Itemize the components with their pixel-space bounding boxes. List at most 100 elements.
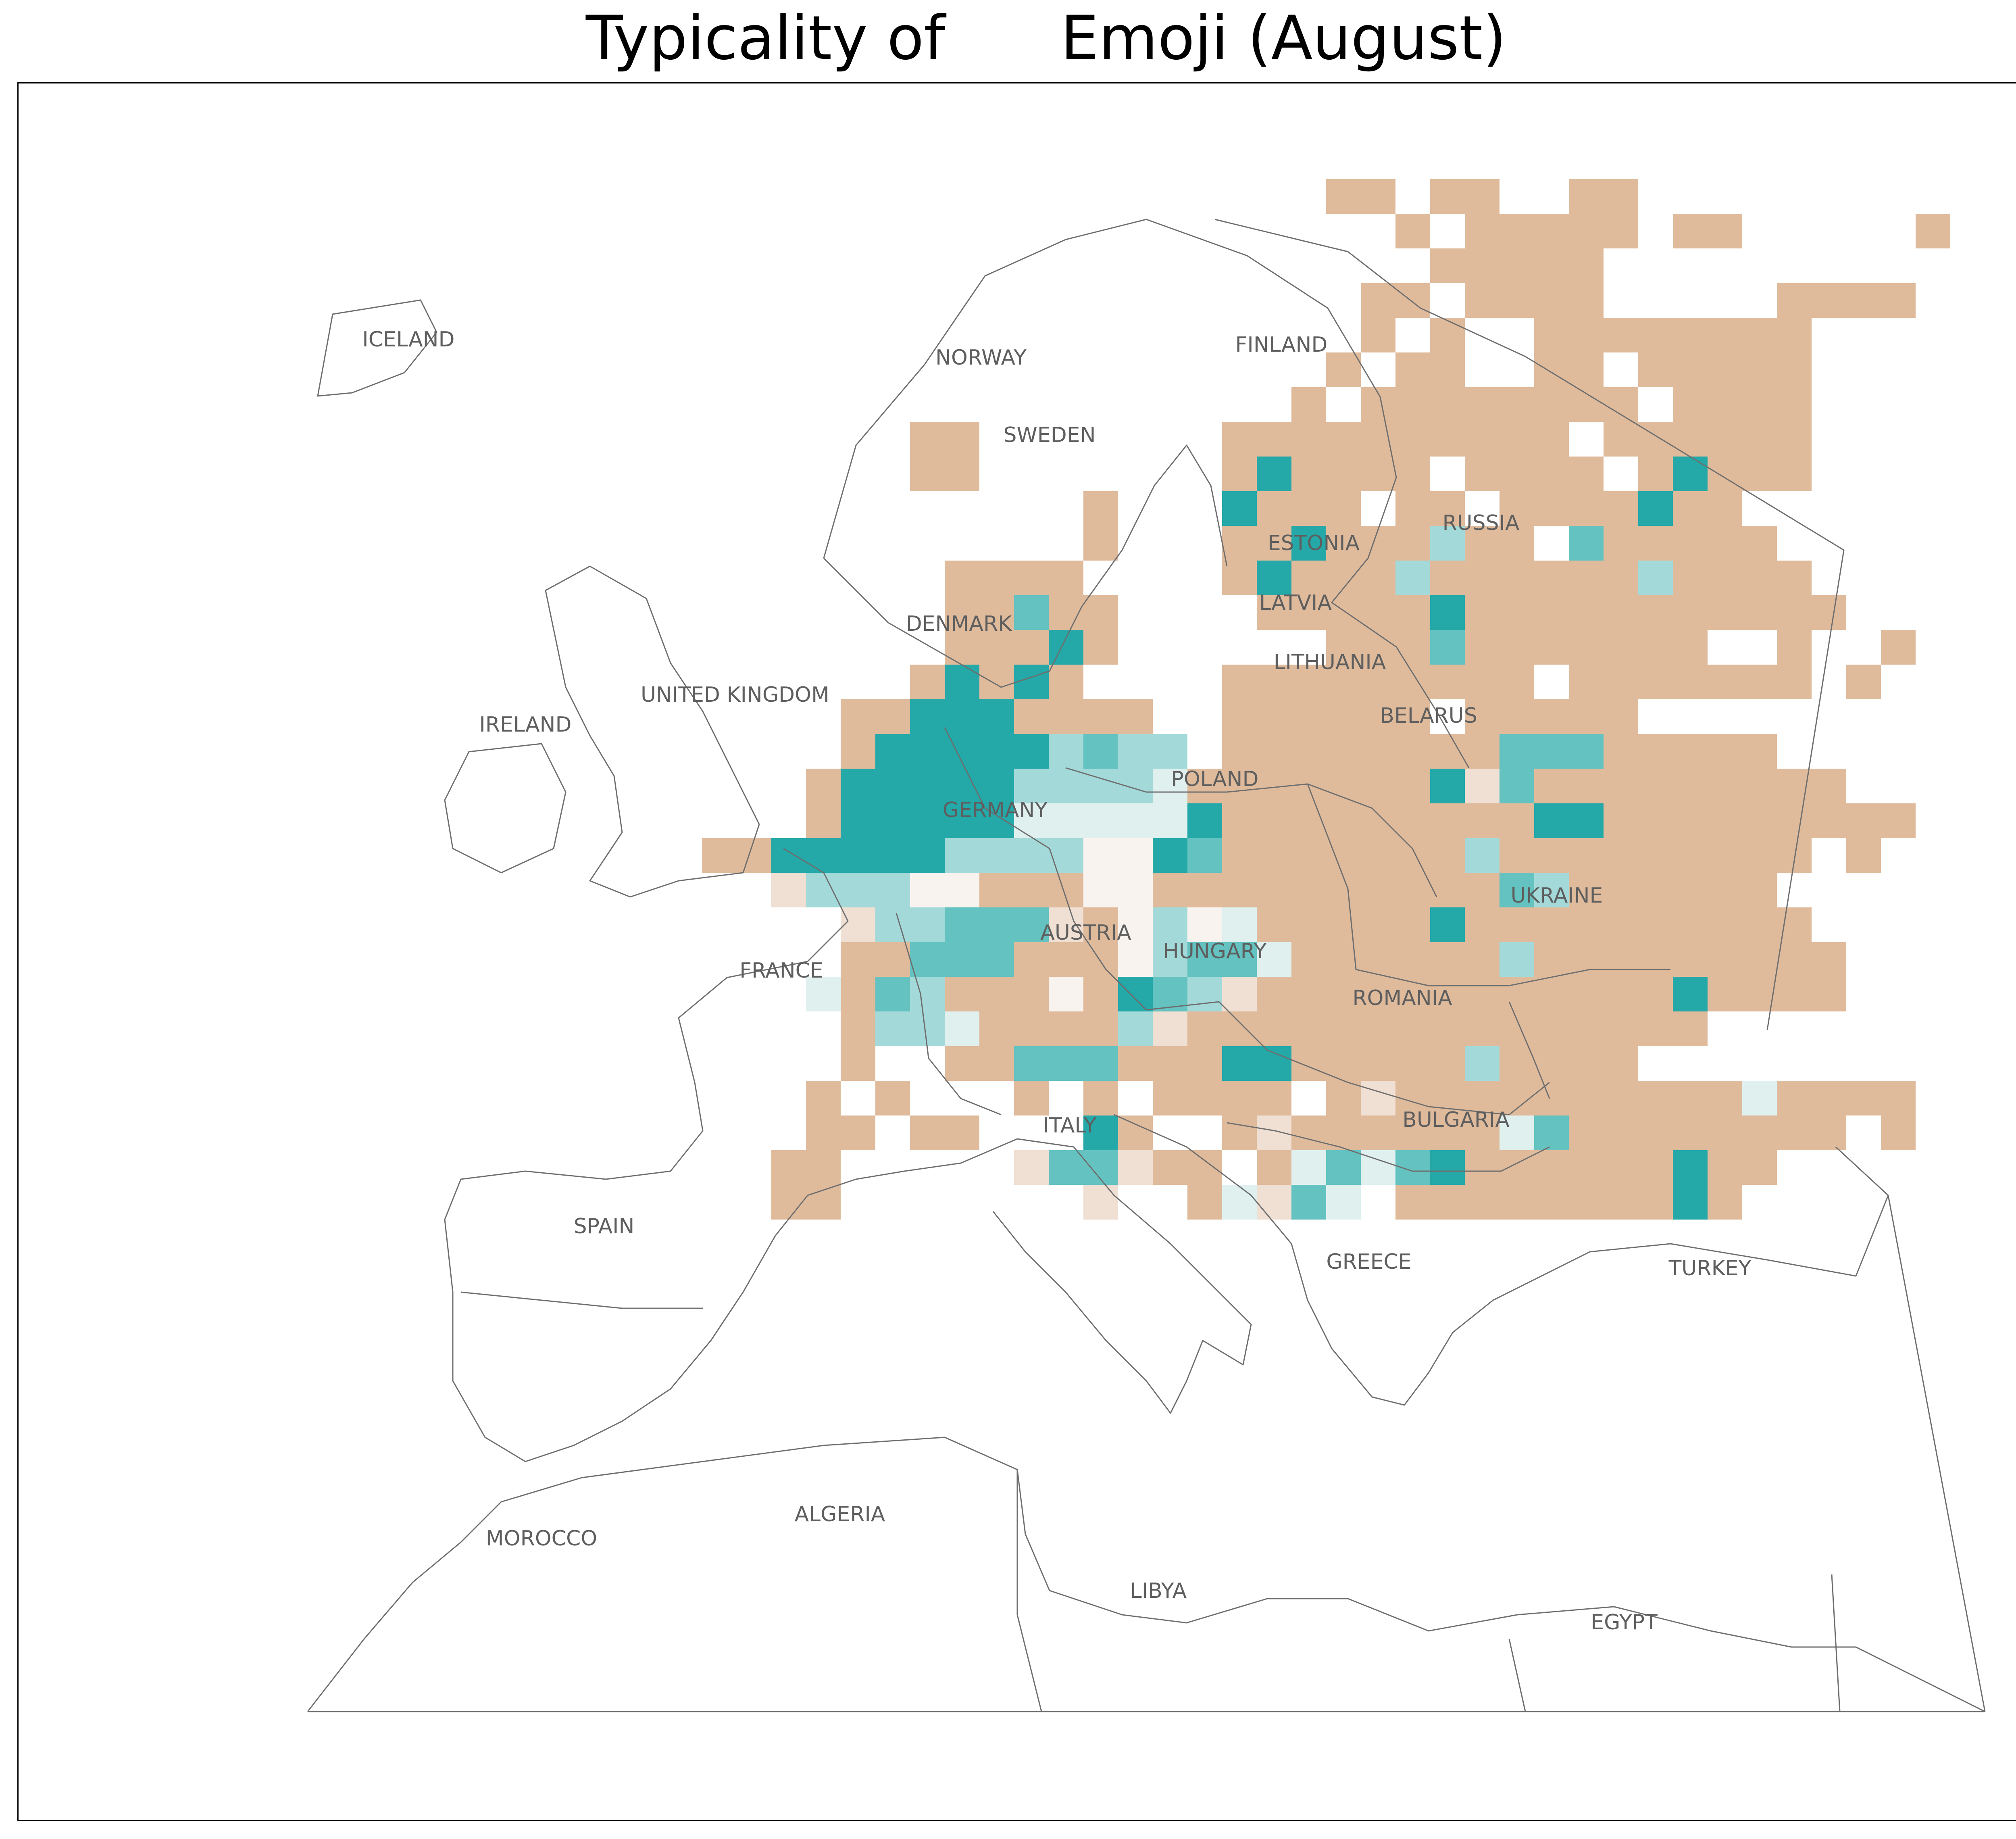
heat-cell — [1777, 803, 1812, 838]
heat-cell — [1812, 283, 1846, 318]
heat-cell — [1326, 422, 1361, 457]
heat-cell — [1257, 942, 1291, 977]
heat-cell — [1222, 734, 1257, 769]
heat-cell — [1534, 803, 1569, 838]
heat-cell — [1395, 214, 1430, 248]
heat-cell — [1257, 561, 1291, 595]
heat-cell — [1049, 1046, 1083, 1081]
heat-cell — [1569, 1081, 1604, 1115]
heat-cell — [1742, 526, 1777, 561]
heat-cell — [1534, 387, 1569, 422]
heat-cell — [1257, 1011, 1291, 1046]
heat-cell — [1049, 942, 1083, 977]
heat-cell — [1395, 907, 1430, 942]
heat-cell — [1534, 214, 1569, 248]
heat-cell — [1291, 1115, 1326, 1150]
heat-cell — [1291, 387, 1326, 422]
heat-cell — [1604, 526, 1638, 561]
heat-cell — [1742, 387, 1777, 422]
heat-cell — [1673, 665, 1708, 699]
label-italy: ITALY — [1043, 1113, 1097, 1138]
heat-cell — [1812, 769, 1846, 803]
heat-cell — [1083, 491, 1118, 526]
heatmap-grid — [702, 179, 1950, 1220]
heat-cell — [1534, 561, 1569, 595]
heat-cell — [1361, 1115, 1395, 1150]
heat-cell — [1500, 387, 1534, 422]
heat-cell — [1257, 422, 1291, 457]
heat-cell — [1465, 1081, 1500, 1115]
heat-cell — [1708, 942, 1742, 977]
heat-cell — [1153, 803, 1187, 838]
label-russia: RUSSIA — [1442, 511, 1520, 535]
heat-cell — [1222, 1185, 1257, 1220]
heat-cell — [945, 699, 979, 734]
heat-cell — [1569, 457, 1604, 491]
heat-cell — [1638, 769, 1673, 803]
heat-cell — [806, 1115, 841, 1150]
heat-cell — [1430, 665, 1465, 699]
heat-cell — [1569, 1150, 1604, 1185]
heat-cell — [1673, 803, 1708, 838]
heat-cell — [1846, 1081, 1881, 1115]
heat-cell — [1708, 422, 1742, 457]
heat-cell — [1395, 838, 1430, 873]
heat-cell — [1534, 283, 1569, 318]
heat-cell — [1014, 803, 1049, 838]
heat-cell — [1153, 942, 1187, 977]
heat-cell — [945, 561, 979, 595]
heat-cell — [1638, 803, 1673, 838]
heat-cell — [1465, 942, 1500, 977]
heat-cell — [1395, 769, 1430, 803]
heat-cell — [1257, 1081, 1291, 1115]
heat-cell — [737, 838, 771, 873]
heat-cell — [1604, 734, 1638, 769]
heat-cell — [1014, 977, 1049, 1011]
heat-cell — [1395, 734, 1430, 769]
heat-cell — [979, 630, 1014, 665]
heat-cell — [1604, 595, 1638, 630]
heat-cell — [1083, 1115, 1118, 1150]
heat-cell — [1500, 977, 1534, 1011]
heat-cell — [1500, 1046, 1534, 1081]
heat-cell — [1430, 1150, 1465, 1185]
heat-cell — [806, 769, 841, 803]
heat-cell — [1222, 561, 1257, 595]
heat-cell — [1361, 630, 1395, 665]
heat-cell — [1395, 352, 1430, 387]
heat-cell — [1777, 942, 1812, 977]
heat-cell — [1187, 838, 1222, 873]
heat-cell — [1742, 422, 1777, 457]
heat-cell — [1083, 630, 1118, 665]
heat-cell — [1257, 1046, 1291, 1081]
heat-cell — [1604, 422, 1638, 457]
heat-cell — [1465, 214, 1500, 248]
heat-cell — [1257, 803, 1291, 838]
heat-cell — [1500, 1150, 1534, 1185]
label-ireland: IRELAND — [479, 713, 572, 737]
heat-cell — [1673, 1011, 1708, 1046]
heat-cell — [979, 769, 1014, 803]
label-denmark: DENMARK — [906, 612, 1012, 636]
heat-cell — [1326, 734, 1361, 769]
heat-cell — [1569, 665, 1604, 699]
heat-cell — [1049, 977, 1083, 1011]
heat-cell — [1638, 561, 1673, 595]
heat-cell — [1673, 1115, 1708, 1150]
heat-cell — [1083, 803, 1118, 838]
heat-cell — [1569, 1011, 1604, 1046]
heat-cell — [1395, 942, 1430, 977]
heat-cell — [1500, 942, 1534, 977]
heat-cell — [1673, 318, 1708, 352]
heat-cell — [1673, 734, 1708, 769]
heat-cell — [1604, 214, 1638, 248]
heat-cell — [1257, 526, 1291, 561]
heat-cell — [1673, 352, 1708, 387]
heat-cell — [1014, 942, 1049, 977]
label-belarus: BELARUS — [1380, 704, 1477, 728]
heat-cell — [1604, 699, 1638, 734]
heat-cell — [1742, 977, 1777, 1011]
heat-cell — [1222, 942, 1257, 977]
heat-cell — [1395, 803, 1430, 838]
heat-cell — [806, 838, 841, 873]
